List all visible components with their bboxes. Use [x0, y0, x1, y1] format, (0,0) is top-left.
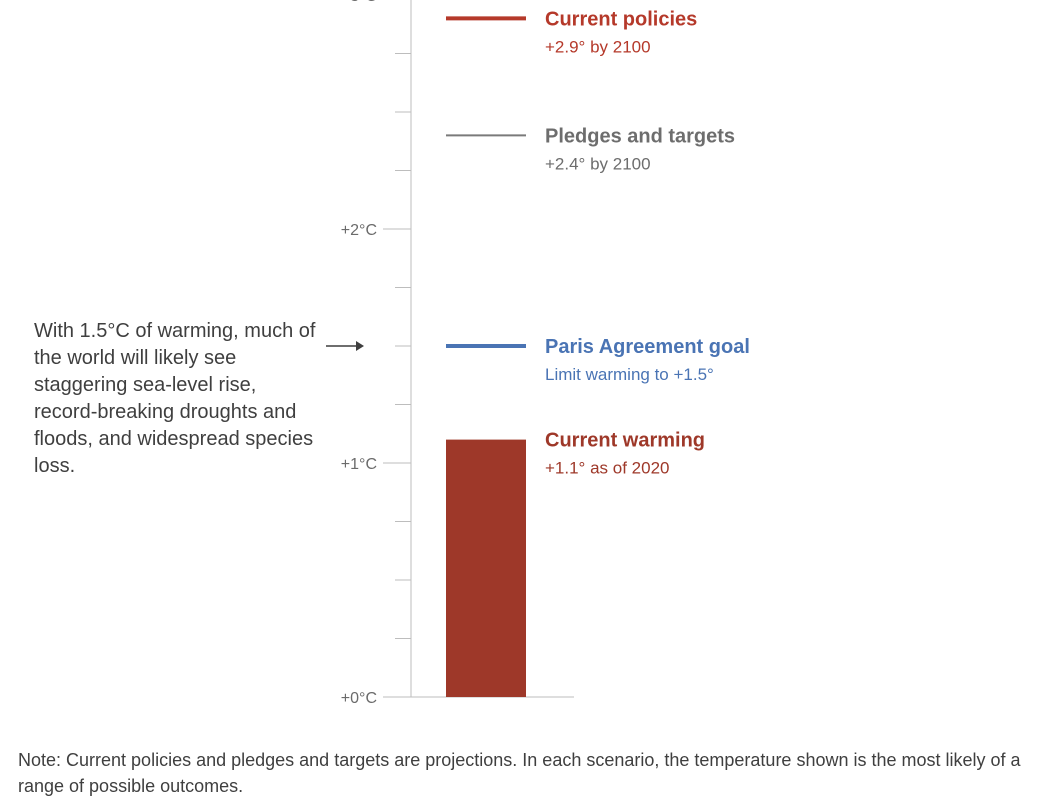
scenario-labels: Current policies +2.9° by 2100 Pledges and… — [545, 8, 750, 477]
scenario-label-subtitle: +2.9° by 2100 — [545, 37, 651, 56]
y-axis: +0°C +1°C +2°C +3°C — [341, 0, 574, 707]
scenario-label-title: Paris Agreement goal — [545, 336, 750, 358]
footnote: Note: Current policies and pledges and t… — [18, 750, 1021, 796]
scenario-label-title: Current warming — [545, 430, 705, 452]
annotation-arrow-head — [356, 341, 364, 351]
current-warming-bar — [446, 439, 526, 697]
y-tick-label: +1°C — [341, 456, 377, 473]
scenario-label-subtitle: +2.4° by 2100 — [545, 154, 651, 173]
chart-marks — [326, 16, 526, 697]
y-tick-label: +3°C — [341, 0, 377, 5]
warming-annotation: With 1.5°C of warming, much of the world… — [34, 320, 316, 477]
scenario-label-title: Current policies — [545, 8, 697, 30]
scenario-label-subtitle: Limit warming to +1.5° — [545, 365, 714, 384]
y-tick-label: +2°C — [341, 222, 377, 239]
temperature-chart: +0°C +1°C +2°C +3°C Current policies +2.9° b… — [326, 0, 750, 707]
scenario-label-title: Pledges and targets — [545, 125, 735, 147]
y-tick-label: +0°C — [341, 690, 377, 707]
scenario-label-subtitle: +1.1° as of 2020 — [545, 459, 669, 478]
